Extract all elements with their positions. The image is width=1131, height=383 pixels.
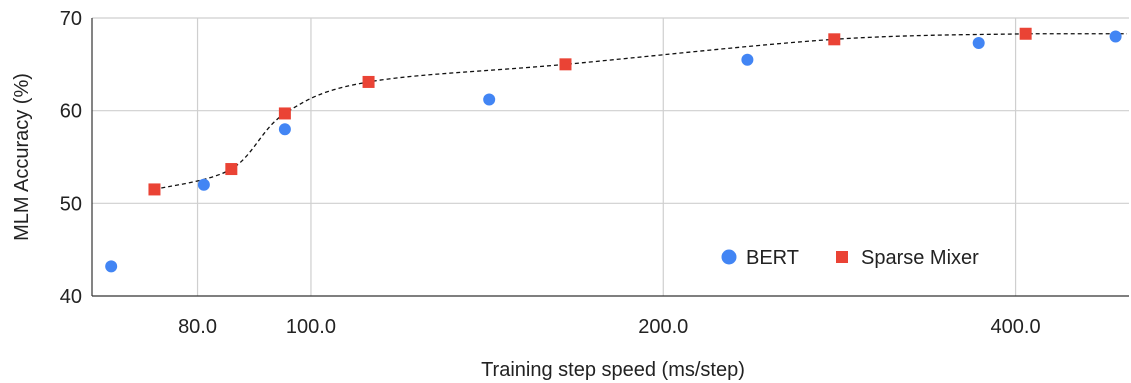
x-tick-label: 80.0 bbox=[178, 316, 217, 338]
sparse-mixer-point bbox=[559, 58, 572, 71]
x-tick-label: 400.0 bbox=[991, 316, 1041, 338]
x-tick-label: 100.0 bbox=[286, 316, 336, 338]
y-axis-title: MLM Accuracy (%) bbox=[11, 73, 33, 241]
bert-point bbox=[1109, 30, 1122, 43]
y-tick-label: 50 bbox=[60, 193, 82, 215]
y-tick-label: 70 bbox=[60, 8, 82, 30]
axes bbox=[91, 18, 1129, 297]
grid-lines bbox=[92, 17, 1129, 296]
bert-point bbox=[278, 123, 291, 136]
legend-label-bert: BERT bbox=[746, 247, 799, 269]
data-marks bbox=[105, 27, 1122, 273]
x-axis-title: Training step speed (ms/step) bbox=[481, 359, 745, 381]
y-tick-label: 40 bbox=[60, 286, 82, 308]
legend: BERT Sparse Mixer bbox=[721, 247, 979, 269]
sparse-mixer-point bbox=[362, 75, 375, 88]
trendline-layer bbox=[154, 33, 1127, 191]
sparse-mixer-point bbox=[225, 163, 238, 176]
legend-label-sparse-mixer: Sparse Mixer bbox=[861, 247, 979, 269]
x-tick-label: 200.0 bbox=[638, 316, 688, 338]
bert-point bbox=[972, 37, 985, 50]
sparse-mixer-point bbox=[148, 183, 161, 196]
y-tick-label: 60 bbox=[60, 101, 82, 123]
bert-point bbox=[741, 53, 754, 66]
sparse-mixer-point bbox=[1019, 27, 1032, 40]
legend-marker-bert bbox=[721, 249, 737, 265]
bert-point bbox=[483, 93, 496, 106]
tick-labels: 40 50 60 70 80.0 100.0 200.0 400.0 bbox=[60, 8, 1041, 338]
sparse-mixer-point bbox=[828, 33, 841, 46]
sparse-mixer-trendline bbox=[154, 33, 1127, 191]
legend-marker-sparse-mixer bbox=[836, 251, 848, 263]
sparse-mixer-point bbox=[278, 107, 291, 120]
bert-point bbox=[197, 178, 210, 191]
bert-point bbox=[105, 260, 118, 273]
